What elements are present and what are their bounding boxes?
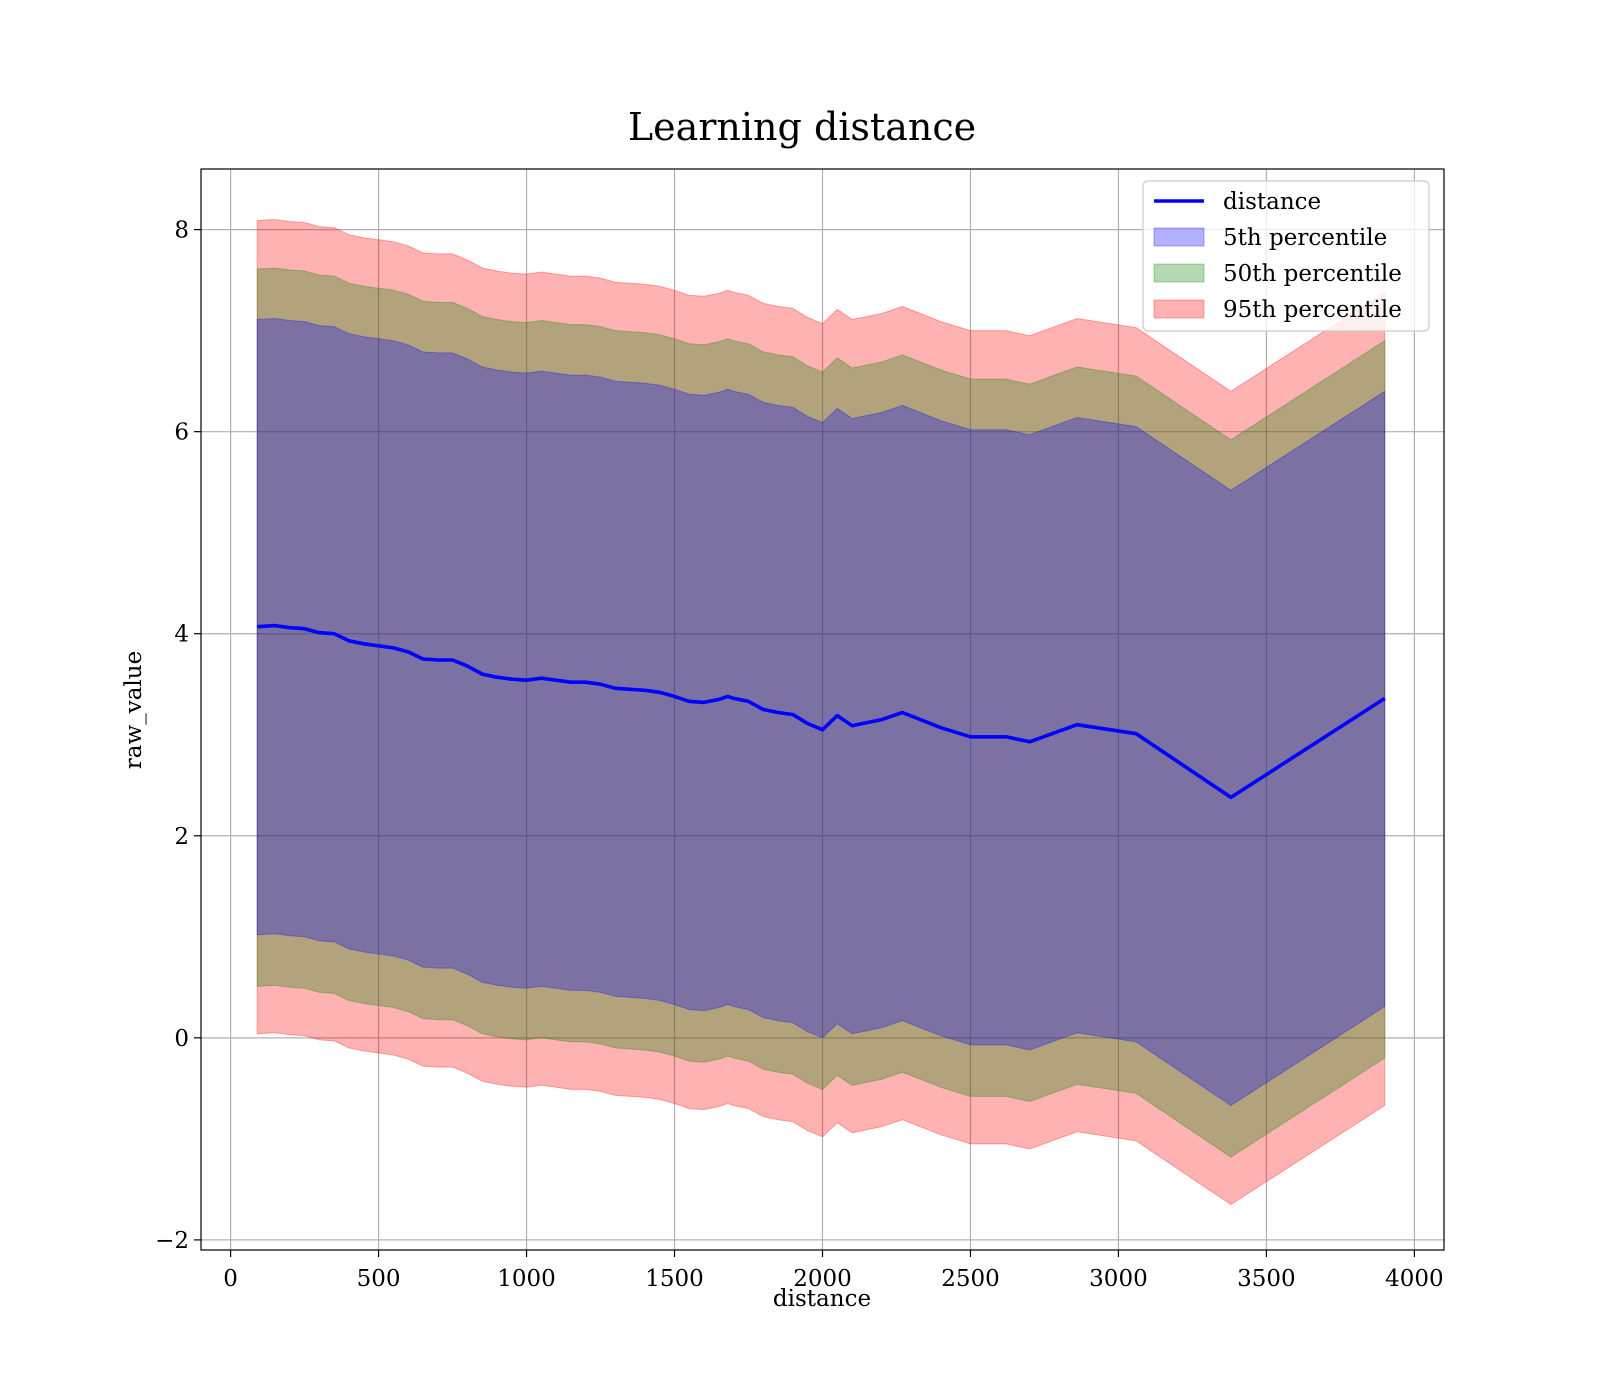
series-line-distance (257, 623, 1386, 800)
x-tick-label: 2000 (793, 1266, 852, 1292)
x-tick-label: 500 (357, 1266, 401, 1292)
x-tick-label: 1500 (645, 1266, 704, 1292)
y-tick-label: −2 (155, 1228, 189, 1254)
x-tick-label: 0 (223, 1266, 238, 1292)
legend-patch-swatch (1153, 299, 1205, 319)
band-5th-percentile (256, 317, 1386, 1107)
y-tick-label: 6 (174, 420, 189, 446)
y-tick-label: 8 (174, 218, 189, 244)
legend-label: 5th percentile (1223, 225, 1387, 251)
x-tick-label: 1000 (497, 1266, 556, 1292)
x-tick-label: 3500 (1237, 1266, 1296, 1292)
legend-label: distance (1223, 189, 1321, 215)
grid (201, 169, 1444, 1250)
y-tick-label: 0 (174, 1026, 189, 1052)
legend-label: 95th percentile (1223, 297, 1402, 323)
band-50th-percentile (256, 267, 1386, 1158)
legend: distance 5th percentile 50th percentile 95t… (1142, 180, 1430, 332)
legend-patch-swatch (1153, 227, 1205, 247)
x-axis-label: distance (773, 1286, 871, 1312)
series-lines (257, 623, 1386, 800)
y-tick-label: 2 (174, 824, 189, 850)
legend-box (1142, 180, 1430, 332)
y-tick-label: 4 (174, 622, 189, 648)
band-95th-percentile (256, 218, 1386, 1206)
chart-title: Learning distance (628, 105, 976, 149)
legend-patch-swatch (1153, 263, 1205, 283)
x-tick-label: 2500 (941, 1266, 1000, 1292)
axis-ticks: 0 500 1000 1500 2000 2500 3000 3500 4000 −2 0 2 4 6 8 (155, 218, 1444, 1292)
legend-label: 50th percentile (1223, 261, 1402, 287)
x-tick-label: 4000 (1385, 1266, 1444, 1292)
x-tick-label: 3000 (1089, 1266, 1148, 1292)
y-axis-label: raw_value (121, 651, 147, 769)
percentile-bands (256, 218, 1386, 1206)
